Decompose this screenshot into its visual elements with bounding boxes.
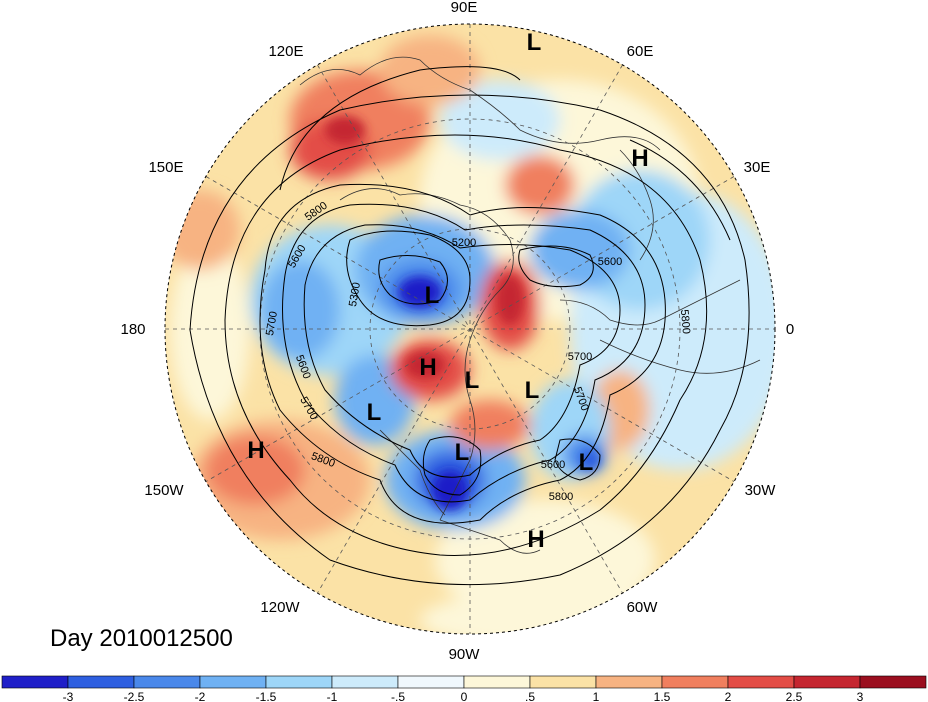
colorbar-swatch <box>133 675 201 689</box>
lon-label-60w: 60W <box>627 599 659 616</box>
low-marker: L <box>455 439 470 466</box>
coastlines <box>299 56 761 554</box>
colorbar-swatch <box>1 675 69 689</box>
colorbar-swatch <box>199 675 267 689</box>
lon-label-150w: 150W <box>144 482 184 499</box>
colorbar-tick-label: 1.5 <box>654 690 671 702</box>
lon-label-30w: 30W <box>745 482 777 499</box>
colorbar-swatch <box>727 675 795 689</box>
high-marker: H <box>247 437 264 464</box>
colorbar-swatch <box>397 675 465 689</box>
colorbar-tick-label: -3 <box>63 690 74 702</box>
contour-label: 5700 <box>264 310 280 336</box>
colorbar-swatch <box>595 675 663 689</box>
day-title: Day 2010012500 <box>50 625 233 652</box>
colorbar-tick-label: -1 <box>327 690 338 702</box>
lon-label-60e: 60E <box>627 43 654 60</box>
contour-label: 5200 <box>452 237 476 249</box>
lon-label-0: 0 <box>786 321 794 338</box>
low-marker: L <box>367 399 382 426</box>
colorbar-swatch <box>463 675 531 689</box>
colorbar-tick-label: -1.5 <box>256 690 277 702</box>
contour-label: 5600 <box>541 459 565 471</box>
lon-label-120e: 120E <box>268 43 303 60</box>
colorbar-swatch <box>793 675 861 689</box>
lon-label-180: 180 <box>120 321 145 338</box>
low-marker: L <box>465 367 480 394</box>
contour-label: 5800 <box>549 491 573 503</box>
colorbar-tick-label: 2.5 <box>786 690 803 702</box>
map-border <box>164 23 776 635</box>
colorbar-tick-label: -2 <box>195 690 206 702</box>
contour-label: 5800 <box>678 309 692 334</box>
low-marker: L <box>425 282 440 309</box>
colorbar-swatch <box>859 675 927 689</box>
colorbar-tick-label: -2.5 <box>124 690 145 702</box>
pressure-centers: L H L L H L L L L H H <box>247 29 648 553</box>
colorbar-swatch <box>661 675 729 689</box>
lon-label-150e: 150E <box>148 159 183 176</box>
colorbar: -3 -2.5 -2 -1.5 -1 -.5 0 .5 1 1.5 2 2.5 3 <box>1 675 927 702</box>
colorbar-tick-label: 2 <box>725 690 732 702</box>
longitude-labels: 90E 60E 30E 0 30W 60W 90W 120W 150W 180 … <box>120 0 794 663</box>
colorbar-swatch <box>331 675 399 689</box>
contour-label: 5700 <box>568 351 592 363</box>
anomaly-field <box>165 24 775 634</box>
contour-label: 5300 <box>347 281 363 307</box>
high-marker: H <box>419 354 436 381</box>
high-marker: H <box>631 145 648 172</box>
height-contours <box>189 66 750 586</box>
lon-label-90e: 90E <box>451 0 478 16</box>
low-marker: L <box>525 377 540 404</box>
low-marker: L <box>579 449 594 476</box>
contour-label: 5600 <box>598 256 622 268</box>
lon-label-30e: 30E <box>744 159 771 176</box>
lon-label-90w: 90W <box>449 646 481 663</box>
colorbar-tick-label: 0 <box>461 690 468 702</box>
colorbar-swatch <box>529 675 597 689</box>
lon-label-120w: 120W <box>260 599 300 616</box>
high-marker: H <box>527 526 544 553</box>
colorbar-tick-label: 1 <box>593 690 600 702</box>
colorbar-tick-label: .5 <box>525 690 535 702</box>
colorbar-swatch <box>265 675 333 689</box>
colorbar-tick-label: -.5 <box>391 690 405 702</box>
colorbar-tick-label: 3 <box>857 690 864 702</box>
low-marker: L <box>527 29 542 56</box>
colorbar-swatch <box>67 675 135 689</box>
